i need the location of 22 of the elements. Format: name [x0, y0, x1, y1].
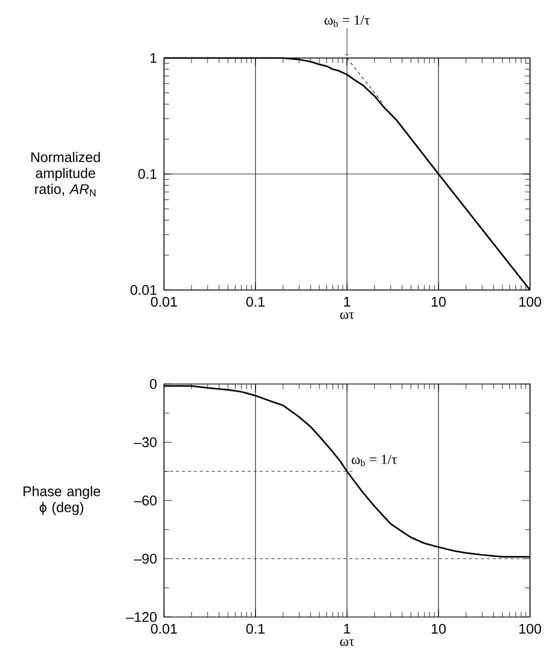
x-tick-label: 1 — [344, 296, 350, 306]
y-tick-label: 0 — [150, 379, 157, 389]
x-tick-label: 10 — [432, 296, 446, 307]
x-axis-title: ωτ — [340, 312, 354, 319]
y-tick-label: –120 — [126, 612, 157, 622]
x-tick-label: 1 — [344, 624, 350, 634]
y-axis-title: Normalized amplitude ratio, AR$_{N}$ — [31, 152, 100, 196]
x-tick-label: 100 — [519, 296, 542, 307]
y-tick-label: –60 — [134, 496, 157, 506]
x-tick-label: 10 — [432, 624, 446, 634]
annotation: ω$_{b}$ = 1/τ — [324, 15, 370, 27]
x-tick-label: 0.1 — [246, 624, 265, 634]
y-tick-label: –90 — [134, 554, 157, 564]
y-tick-label: 1 — [150, 53, 156, 63]
x-tick-label: 100 — [519, 624, 542, 634]
y-tick-label: –30 — [134, 437, 157, 448]
annotation: ω$_{b}$ = 1/τ — [352, 454, 397, 466]
x-axis-title: ωτ — [340, 639, 354, 646]
y-tick-label: 0.1 — [138, 169, 156, 179]
x-tick-label: 0.1 — [246, 296, 265, 307]
y-axis-title: Phase angle ϕ (deg) — [24, 486, 100, 515]
y-tick-label: 0.01 — [130, 285, 156, 295]
